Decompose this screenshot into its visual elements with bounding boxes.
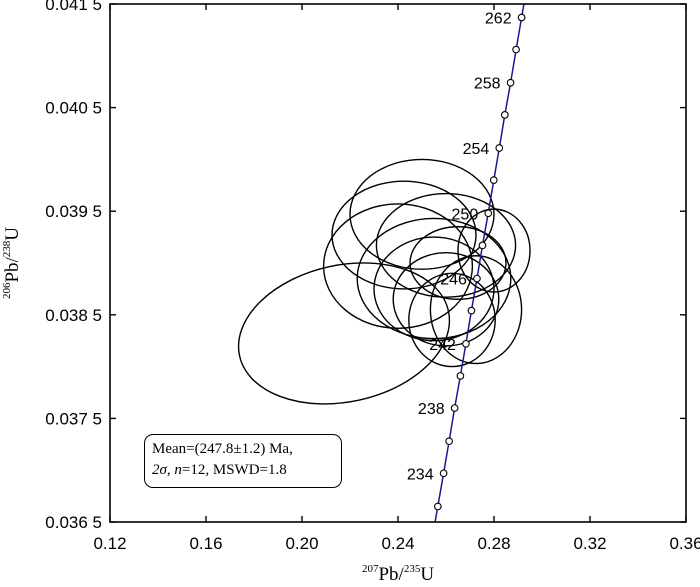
y-tick-label: 0.037 5 <box>45 409 102 428</box>
y-axis-title: 206Pb/238U <box>1 227 23 299</box>
y-tick-label: 0.038 5 <box>45 306 102 325</box>
error-ellipse <box>349 158 495 270</box>
concordia-age-label: 242 <box>429 337 456 354</box>
error-ellipse <box>429 255 523 365</box>
x-tick-label: 0.24 <box>381 534 414 553</box>
concordia-age-labels: 262 258 254 250 246 242 238 234 <box>407 10 512 483</box>
x-tick-label: 0.28 <box>477 534 510 553</box>
mean-age-annotation: Mean=(247.8±1.2) Ma, 2σ, n=12, MSWD=1.8 <box>144 434 342 488</box>
y-tick-label: 0.036 5 <box>45 513 102 532</box>
concordia-age-marker <box>484 209 493 218</box>
x-tick-label: 0.32 <box>573 534 606 553</box>
concordia-age-marker <box>439 469 448 478</box>
concordia-age-label: 234 <box>407 466 434 483</box>
error-ellipse <box>457 208 531 293</box>
concordia-age-marker <box>462 339 470 348</box>
error-ellipses <box>237 158 531 405</box>
concordia-curve <box>433 4 526 522</box>
concordia-age-marker <box>433 502 442 511</box>
x-tick-label: 0.16 <box>189 534 222 553</box>
error-ellipse <box>356 217 512 340</box>
axes: 0.12 0.16 0.20 0.24 0.28 0.32 0.36 0.036 5 0.037… <box>45 0 700 553</box>
concordia-age-marker <box>467 306 476 315</box>
error-ellipse <box>237 262 451 405</box>
error-ellipse <box>331 180 477 290</box>
sigma-symbol: 2σ <box>152 462 167 478</box>
concordia-age-marker <box>450 404 459 412</box>
concordia-age-label: 246 <box>440 272 467 289</box>
error-ellipse <box>373 236 495 342</box>
concordia-age-marker <box>517 13 526 22</box>
x-tick-label: 0.36 <box>669 534 700 553</box>
concordia-age-label: 250 <box>452 206 479 223</box>
concordia-age-marker <box>445 437 453 446</box>
concordia-age-label: 254 <box>463 141 490 158</box>
concordia-age-marker <box>500 111 509 119</box>
concordia-age-marker <box>512 45 520 54</box>
n-symbol: n <box>174 462 182 478</box>
annotation-line-2: 2σ, n=12, MSWD=1.8 <box>152 462 287 478</box>
annotation-line-1: Mean=(247.8±1.2) Ma, <box>152 441 293 457</box>
error-ellipse <box>322 203 474 329</box>
error-ellipse <box>375 192 517 298</box>
concordia-age-marker <box>495 144 504 152</box>
concordia-age-marker <box>489 176 498 184</box>
y-tick-label: 0.040 5 <box>45 99 102 118</box>
concordia-age-marker <box>478 241 487 250</box>
y-tick-label: 0.039 5 <box>45 202 102 221</box>
concordia-age-label: 258 <box>474 76 501 93</box>
concordia-age-label: 262 <box>485 10 512 27</box>
error-ellipse <box>409 226 507 300</box>
concordia-age-label: 238 <box>418 401 445 418</box>
error-ellipse <box>392 251 500 347</box>
concordia-line <box>434 4 525 522</box>
concordia-age-marker <box>506 78 515 87</box>
concordia-age-marker <box>456 372 465 380</box>
x-tick-label: 0.20 <box>285 534 318 553</box>
error-ellipse <box>408 272 496 368</box>
y-tick-label: 0.041 5 <box>45 0 102 14</box>
x-tick-label: 0.12 <box>93 534 126 553</box>
x-axis-title: 207Pb/235U <box>362 563 434 585</box>
concordia-age-marker <box>473 274 481 283</box>
